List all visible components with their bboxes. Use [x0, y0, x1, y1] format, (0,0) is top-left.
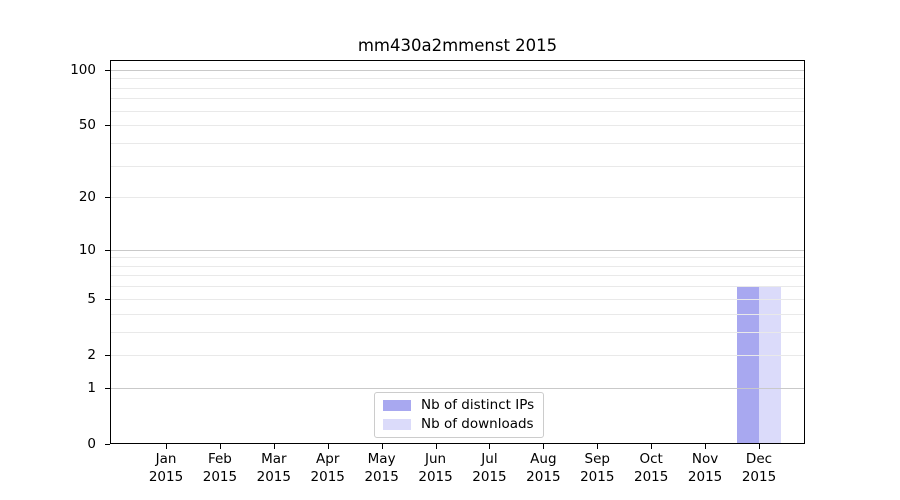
- legend-swatch: [383, 399, 411, 411]
- x-axis-tick-label: May 2015: [364, 451, 399, 485]
- plot-area: [105, 60, 805, 449]
- axes-frame: [110, 60, 805, 444]
- gridline-minor: [110, 142, 805, 144]
- gridline-sub: [110, 125, 805, 127]
- x-axis-tick-label: Jul 2015: [472, 451, 507, 485]
- x-axis-tick: [435, 444, 437, 449]
- x-axis-tick-label: Nov 2015: [687, 451, 723, 485]
- y-axis-tick: [105, 387, 110, 389]
- gridline-sub: [110, 354, 805, 356]
- y-axis-tick: [105, 354, 110, 356]
- gridline-sub: [110, 298, 805, 300]
- x-axis-tick: [651, 444, 653, 449]
- gridline-minor: [110, 165, 805, 167]
- x-axis-tick-label: Apr 2015: [310, 451, 345, 485]
- gridline-minor: [110, 331, 805, 333]
- x-axis-tick-label: Jun 2015: [418, 451, 453, 485]
- legend-item: Nb of distinct IPs: [383, 397, 534, 413]
- gridline-minor: [110, 313, 805, 315]
- x-axis-tick: [381, 444, 383, 449]
- legend-item: Nb of downloads: [383, 416, 534, 432]
- x-axis-tick: [219, 444, 221, 449]
- x-axis-tick-label: Feb 2015: [202, 451, 238, 485]
- x-axis-tick: [543, 444, 545, 449]
- x-axis-tick-label: Mar 2015: [256, 451, 291, 485]
- legend-swatch: [383, 418, 411, 430]
- y-axis-tick-label: 0: [87, 436, 96, 452]
- y-axis-tick: [105, 444, 110, 445]
- x-axis-tick: [759, 444, 760, 449]
- y-axis-tick-label: 5: [87, 290, 96, 307]
- x-axis-tick-label: Oct 2015: [633, 451, 669, 485]
- legend-label: Nb of downloads: [421, 416, 534, 432]
- gridline-minor: [110, 110, 805, 112]
- gridline-minor: [110, 78, 805, 80]
- x-axis-tick-label: Sep 2015: [580, 451, 615, 485]
- y-axis-tick: [105, 69, 110, 71]
- x-axis-tick-label: Jan 2015: [148, 451, 184, 485]
- gridline-major: [110, 69, 805, 71]
- bar-nb-of-distinct-ips: [737, 286, 759, 444]
- chart-title: mm430a2mmenst 2015: [357, 36, 558, 55]
- x-axis-tick: [273, 444, 275, 449]
- gridline-minor: [110, 98, 805, 100]
- y-axis-tick: [105, 197, 110, 199]
- gridline-major: [110, 249, 805, 251]
- x-axis-tick: [597, 444, 599, 449]
- legend-label: Nb of distinct IPs: [421, 397, 535, 413]
- x-axis-tick-label: Aug 2015: [526, 451, 561, 485]
- bar-nb-of-downloads: [759, 286, 781, 444]
- gridline-minor: [110, 265, 805, 267]
- y-axis-tick-label: 2: [87, 346, 96, 363]
- gridline-minor: [110, 275, 805, 277]
- gridline-sub: [110, 197, 805, 199]
- x-axis-tick: [705, 444, 707, 449]
- gridline-minor: [110, 87, 805, 89]
- y-axis-tick-label: 1: [87, 379, 96, 396]
- y-axis-tick: [105, 298, 110, 300]
- y-axis-tick-label: 20: [78, 189, 96, 206]
- x-axis-tick: [166, 444, 167, 449]
- y-axis-tick: [105, 125, 110, 127]
- y-axis-tick-label: 100: [70, 61, 96, 78]
- x-axis-tick-label: Dec 2015: [741, 451, 777, 485]
- gridline-major: [110, 387, 805, 389]
- gridline-minor: [110, 286, 805, 288]
- y-axis-tick: [105, 249, 110, 251]
- y-axis-tick-label: 10: [78, 241, 96, 258]
- gridline-minor: [110, 257, 805, 259]
- x-axis-tick: [489, 444, 491, 449]
- x-axis-tick: [327, 444, 329, 449]
- y-axis-tick-label: 50: [78, 117, 96, 134]
- legend: Nb of distinct IPs Nb of downloads: [374, 392, 545, 438]
